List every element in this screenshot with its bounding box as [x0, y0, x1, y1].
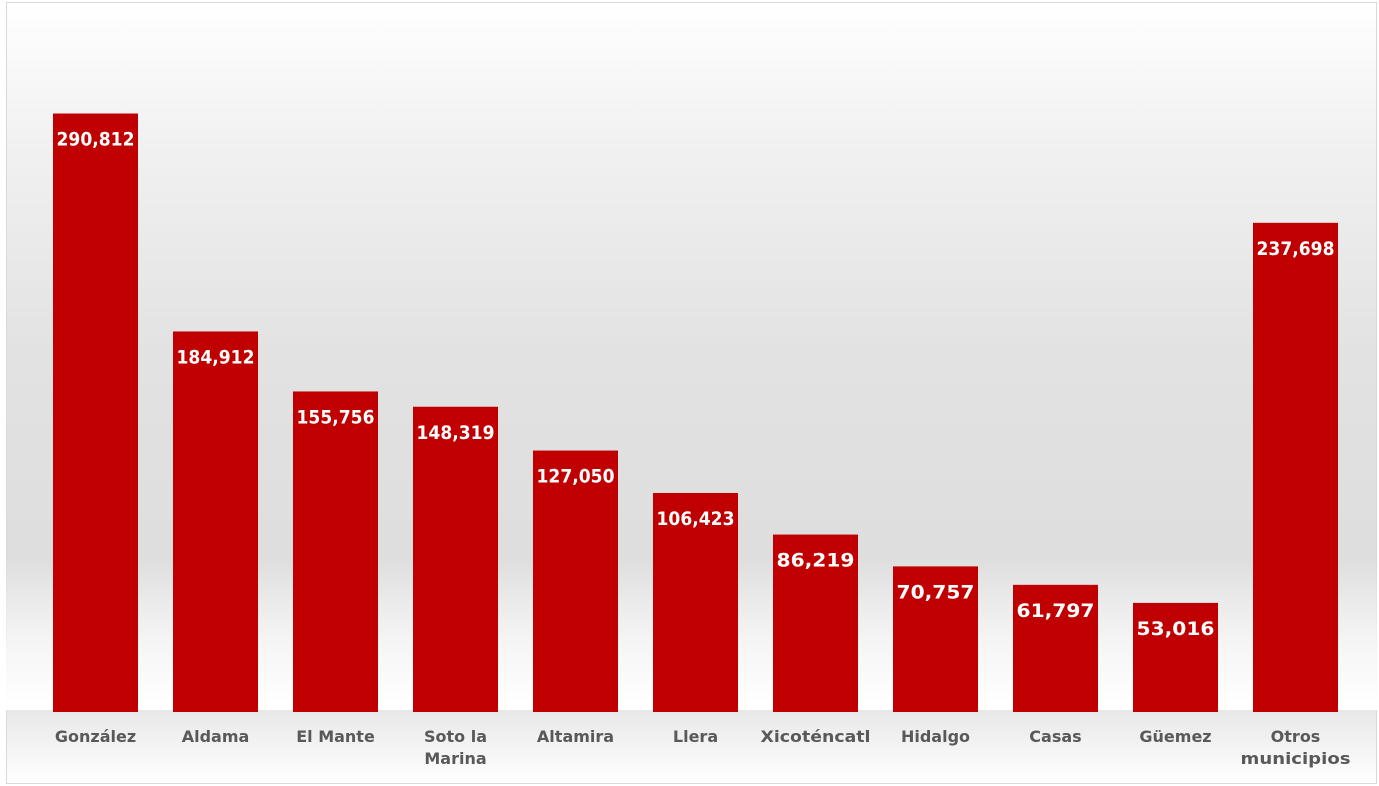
category-label-9-line-0: Güemez: [1139, 727, 1211, 746]
bar-5: [653, 492, 738, 712]
value-label-8: 61,797: [1017, 600, 1095, 622]
bar-1: [173, 331, 258, 712]
value-label-6: 86,219: [777, 550, 855, 572]
bar-9: [1133, 602, 1218, 712]
category-label-1-line-0: Aldama: [182, 727, 250, 746]
bar-8: [1013, 584, 1098, 712]
value-label-5: 106,423: [657, 508, 735, 530]
value-label-10: 237,698: [1257, 238, 1335, 260]
value-label-1: 184,912: [177, 346, 255, 368]
category-label-2-line-0: El Mante: [296, 727, 375, 746]
category-label-10-line-0: Otros: [1271, 727, 1321, 746]
value-label-3: 148,319: [417, 422, 495, 444]
bar-3: [413, 406, 498, 712]
value-label-4: 127,050: [537, 466, 615, 488]
category-label-10-line-1: municipios: [1241, 749, 1351, 768]
value-label-0: 290,812: [57, 129, 135, 151]
category-label-7-line-0: Hidalgo: [901, 727, 970, 746]
bar-0: [53, 113, 138, 712]
bar-10: [1253, 222, 1338, 712]
bar-2: [293, 391, 378, 712]
bar-4: [533, 450, 618, 712]
category-label-3-line-0: Soto la: [424, 727, 487, 746]
category-label-3-line-1: Marina: [424, 749, 486, 768]
value-label-2: 155,756: [297, 406, 375, 428]
value-label-9: 53,016: [1137, 618, 1215, 640]
category-label-6-line-0: Xicoténcatl: [761, 727, 871, 746]
category-label-0-line-0: González: [55, 727, 136, 746]
value-label-7: 70,757: [897, 581, 975, 603]
category-label-5-line-0: Llera: [673, 727, 718, 746]
bar-6: [773, 534, 858, 712]
category-label-8-line-0: Casas: [1029, 727, 1081, 746]
bar-7: [893, 566, 978, 712]
category-label-4-line-0: Altamira: [537, 727, 614, 746]
